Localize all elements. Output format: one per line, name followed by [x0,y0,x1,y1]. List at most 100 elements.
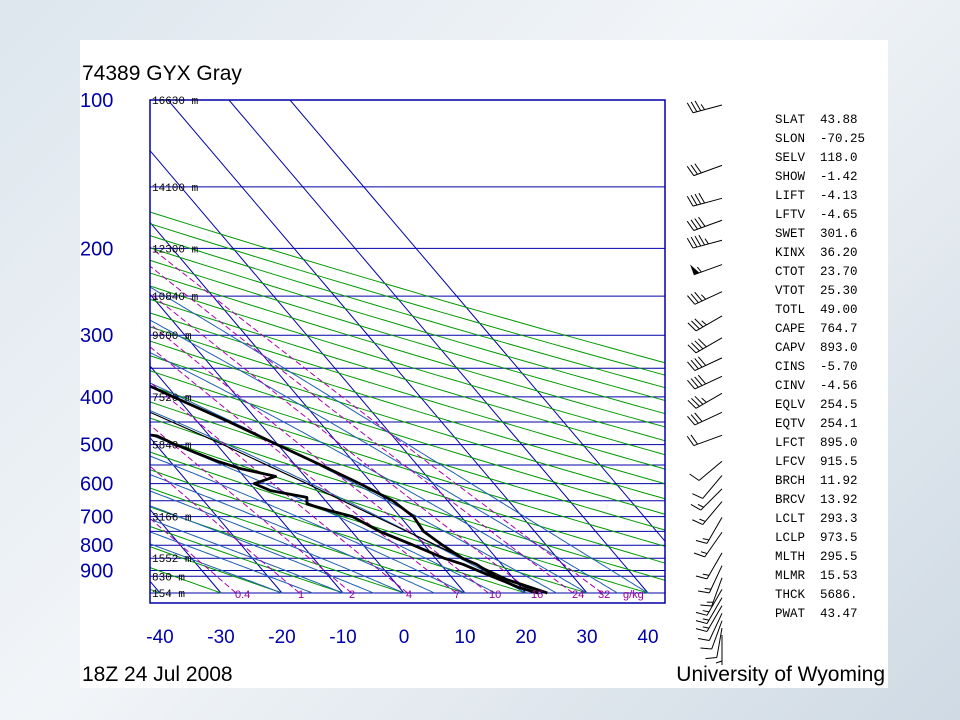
moist-adiabat-line [150,352,588,594]
pressure-tick-label: 200 [80,238,113,260]
pressure-tick-label: 900 [80,560,113,582]
mixing-ratio-label: 10 [489,589,501,601]
index-name: SHOW [775,170,806,184]
moist-adiabat-line [150,409,527,594]
index-value: 15.53 [820,569,858,583]
isotherm-line [150,149,527,594]
dry-adiabat-line [150,401,665,564]
dry-adiabat-line [150,223,665,376]
mixing-ratio-label: 1 [298,589,304,601]
index-value: 25.30 [820,284,858,298]
index-name: CAPV [775,341,806,355]
index-name: MLMR [775,569,806,583]
index-name: PWAT [775,607,806,621]
wind-barb [715,635,723,665]
index-name: THCK [775,588,806,602]
dry-adiabat-line [150,298,665,456]
dry-adiabat-line [150,247,665,401]
index-name: MLTH [775,550,805,564]
temperature-tick-label: -10 [329,627,356,648]
index-name: CINV [775,379,806,393]
index-value: 5686. [820,588,858,602]
chart-title: 74389 GYX Gray [82,62,242,85]
moist-adiabat-line [150,518,344,594]
height-label: 14100 m [152,183,199,195]
dry-adiabat-line [150,355,665,515]
skewt-chart: 74389 GYX Gray 18Z 24 Jul 2008 Universit… [80,62,885,686]
wind-barb [697,565,723,594]
index-name: SLON [775,132,805,146]
isotherm-line [150,221,466,594]
index-value: 13.92 [820,493,858,507]
index-name: LFCT [775,436,806,450]
temperature-tick-label: 30 [576,627,597,648]
wind-barb [695,517,723,544]
index-value: -70.25 [820,132,865,146]
dry-adiabat-line [150,326,665,485]
index-value: -5.70 [820,360,858,374]
stability-indices: SLAT 43.88 SLON -70.25 SELV 118.0 SHOW -1.42 LIF… [775,113,865,621]
isotherm-line [289,100,665,543]
dry-adiabat-line [150,546,283,594]
isotherm-line [228,100,649,594]
height-label: 9600 m [152,331,192,343]
index-name: VTOT [775,284,806,298]
index-name: LIFT [775,189,806,203]
index-name: LCLT [775,512,806,526]
wind-barb [695,589,723,616]
moist-adiabat-line [150,531,313,594]
wind-barb [686,163,723,177]
isotherm-line [150,508,222,594]
wind-barb [686,100,723,114]
wind-barb [690,264,723,276]
pressure-tick-label: 300 [80,325,113,347]
temperature-profile [150,384,548,595]
dry-adiabat-line [150,312,665,470]
index-name: CTOT [775,265,806,279]
index-name: SLAT [775,113,806,127]
isotherm-line [150,436,283,594]
wind-barb [692,475,723,499]
dry-adiabat-line [150,340,665,500]
index-name: LFTV [775,208,806,222]
footer-source: University of Wyoming [676,663,885,686]
mixing-ratio-line [150,346,457,594]
index-value: 43.88 [820,113,858,127]
dry-adiabat-line [150,525,344,594]
index-value: 23.70 [820,265,858,279]
dry-adiabat-line [150,235,665,389]
index-value: 295.5 [820,550,858,564]
height-label: 1552 m [152,554,192,566]
pressure-tick-label: 800 [80,535,113,557]
pressure-tick-label: 700 [80,507,113,529]
index-value: 254.5 [820,398,858,412]
height-label: 5840 m [152,441,192,453]
pressure-tick-label: 600 [80,474,113,496]
dry-adiabat-line [150,451,588,594]
index-name: SWET [775,227,806,241]
index-value: 893.0 [820,341,858,355]
moist-adiabat-line [150,490,405,594]
wind-barb [689,460,723,481]
wind-barb [693,531,723,558]
index-value: 915.5 [820,455,858,469]
dewpoint-profile [150,433,539,595]
grid-lines [150,100,665,594]
index-value: 764.7 [820,322,858,336]
moist-adiabat-line [150,382,557,594]
mixing-ratio-label: 32 [598,589,610,601]
index-name: SELV [775,151,806,165]
dry-adiabat-line [150,285,665,442]
wind-barbs [686,100,723,665]
index-name: CINS [775,360,805,374]
index-value: 43.47 [820,607,858,621]
dry-adiabat-line [150,506,405,594]
wind-barb [686,192,723,207]
mixing-ratio-label: g/kg [623,589,644,601]
index-name: CAPE [775,322,805,336]
index-value: -4.65 [820,208,858,222]
index-value: 11.92 [820,474,858,488]
index-name: BRCV [775,493,806,507]
dry-adiabat-line [150,370,665,531]
mixing-ratio-line [150,323,489,594]
